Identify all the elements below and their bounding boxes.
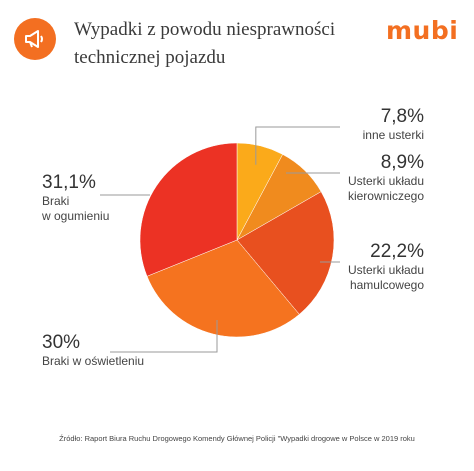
slice-braki-ogumienie: [139, 142, 238, 277]
chart-title: Wypadki z powodu niesprawności techniczn…: [74, 16, 364, 72]
label-uklad-kierowniczy: 8,9% Usterki układu kierowniczego: [348, 152, 424, 204]
label-braki-oswietlenie: 30% Braki w oświetleniu: [42, 332, 144, 369]
title-line-2: technicznej pojazdu: [74, 47, 226, 68]
category-label-line-1: Usterki układu: [347, 174, 424, 188]
leader-lines: [100, 126, 340, 353]
leader-braki-oswietlenie: [110, 319, 218, 353]
label-inne-usterki: 7,8% inne usterki: [363, 106, 424, 143]
source-note: Źródło: Raport Biura Ruchu Drogowego Kom…: [59, 434, 415, 443]
title-line-1: Wypadki z powodu niesprawności: [74, 19, 336, 40]
label-braki-ogumienie: 31,1% Braki w ogumieniu: [42, 172, 109, 224]
leader-inne-usterki: [255, 126, 340, 165]
category-label: inne usterki: [362, 128, 424, 142]
category-label-line-2: hamulcowego: [349, 278, 424, 292]
value-label: 22,2%: [370, 241, 424, 262]
megaphone-icon: [14, 18, 56, 60]
slice-uklad-hamulcowy: [236, 191, 335, 315]
pie-slices: [139, 142, 335, 338]
category-label-line-2: w ogumieniu: [42, 209, 110, 223]
value-label: 7,8%: [380, 106, 424, 127]
value-label: 8,9%: [380, 152, 424, 173]
value-label: 31,1%: [42, 172, 96, 193]
category-label: Braki w oświetleniu: [42, 354, 145, 368]
category-label-line-2: kierowniczego: [347, 189, 424, 203]
megaphone-glyph: [25, 30, 43, 48]
brand-logo: mubi: [386, 16, 459, 45]
slice-braki-oswietlenie: [146, 239, 300, 338]
category-label-line-1: Usterki układu: [347, 263, 424, 277]
category-label-line-1: Braki: [42, 194, 70, 208]
label-uklad-hamulcowy: 22,2% Usterki układu hamulcowego: [348, 241, 424, 293]
value-label: 30%: [42, 332, 81, 353]
